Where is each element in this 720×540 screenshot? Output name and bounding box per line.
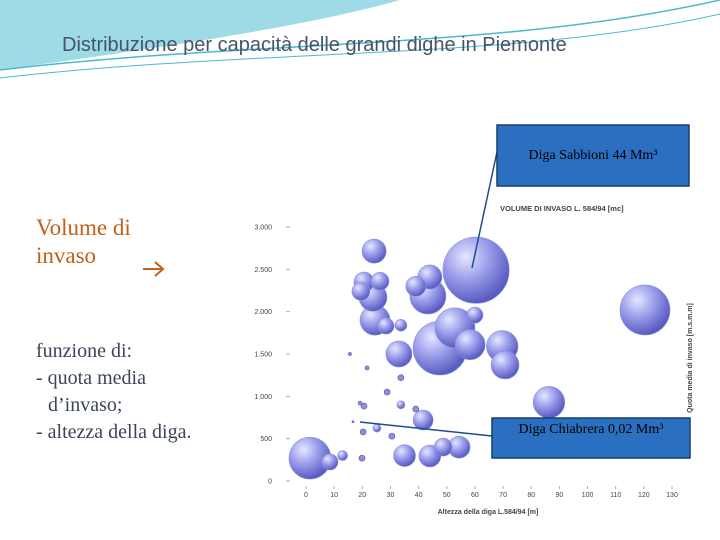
y-tick-label: 0 xyxy=(268,479,272,486)
heading-box: Volume di invaso xyxy=(36,215,131,268)
wave xyxy=(0,0,400,70)
bubble xyxy=(454,329,486,360)
callout-line xyxy=(471,151,498,269)
x-tick-label: 30 xyxy=(387,492,395,499)
bubble xyxy=(358,454,366,462)
chart-title: VOLUME DI INVASO L. 584/94 [mc] xyxy=(500,204,624,213)
wave-line xyxy=(0,13,720,79)
heading: Volume di invaso xyxy=(36,215,131,268)
bubble xyxy=(397,374,405,382)
x-tick-label: 90 xyxy=(555,492,563,499)
bubble xyxy=(490,350,520,380)
bubble xyxy=(433,437,453,457)
bubble xyxy=(394,318,408,332)
bubble xyxy=(619,284,671,336)
body-box: funzione di: - quota media d’invaso; - a… xyxy=(36,338,216,446)
body-line: - quota media d’invaso; xyxy=(36,367,146,416)
callout-line xyxy=(359,421,493,437)
body-line: funzione di: xyxy=(36,340,133,362)
bubble xyxy=(385,340,413,368)
bubble xyxy=(357,400,363,406)
bubble xyxy=(360,402,368,410)
bubble xyxy=(405,275,427,297)
x-tick-label: 10 xyxy=(330,492,338,499)
bubble xyxy=(372,423,382,433)
bubble xyxy=(348,352,352,356)
bubble xyxy=(442,236,510,304)
body: funzione di: - quota media d’invaso; - a… xyxy=(36,338,216,446)
y-tick-label: 3.000 xyxy=(254,225,272,232)
callout-box xyxy=(491,417,691,459)
callout-text: Diga Chiabrera 0,02 Mm³ xyxy=(518,422,664,437)
bubble xyxy=(393,444,416,467)
x-tick-label: 110 xyxy=(610,492,621,499)
x-tick-label: 70 xyxy=(499,492,507,499)
bubble xyxy=(359,428,367,436)
y-tick-label: 1.000 xyxy=(254,394,272,401)
x-tick-label: 100 xyxy=(582,492,594,499)
bubble xyxy=(321,453,339,471)
bubble xyxy=(396,400,406,410)
x-tick-label: 120 xyxy=(638,492,650,499)
body-line: - altezza della diga. xyxy=(36,421,192,443)
y-tick-label: 2.500 xyxy=(254,267,272,274)
bubble xyxy=(532,386,566,419)
bubble xyxy=(383,388,391,396)
bubble xyxy=(351,282,371,301)
arrow-icon xyxy=(143,261,165,277)
x-tick-label: 40 xyxy=(415,492,423,499)
bubble xyxy=(337,450,348,461)
bubble xyxy=(412,409,434,431)
y-tick-label: 1.500 xyxy=(254,352,272,359)
bubble xyxy=(466,306,484,324)
wave-line xyxy=(0,0,720,71)
x-tick-label: 20 xyxy=(358,492,366,499)
y-axis-title: Quota media di invaso [m.s.m.m] xyxy=(687,303,694,413)
bubble xyxy=(351,420,355,424)
y-tick-label: 500 xyxy=(260,436,272,443)
bubble xyxy=(361,238,387,264)
x-axis-title: Altezza della diga L.584/94 [m] xyxy=(438,509,539,516)
y-tick-label: 2.000 xyxy=(254,309,272,316)
bubble xyxy=(388,432,396,440)
x-tick-label: 80 xyxy=(527,492,535,499)
plot: 0 500 1.000 1.500 2.000 2.500 3.000 0 10 20 30 40 50… xyxy=(254,225,677,500)
x-tick-label: 0 xyxy=(304,492,308,499)
x-tick-label: 50 xyxy=(443,492,451,499)
bubble xyxy=(412,405,420,413)
bubble xyxy=(370,271,390,291)
callout-text: Diga Sabbioni 44 Mm³ xyxy=(528,148,657,163)
x-tick-label: 60 xyxy=(471,492,479,499)
bubble xyxy=(377,317,395,335)
callout-box xyxy=(496,124,690,187)
x-tick-label: 130 xyxy=(666,492,678,499)
callout-text-box: Diga Chiabrera 0,02 Mm³ xyxy=(518,422,664,437)
slide-title: Distribuzione per capacità delle grandi … xyxy=(62,34,567,56)
title-box: Distribuzione per capacità delle grandi … xyxy=(62,34,567,56)
bubble xyxy=(364,365,370,371)
